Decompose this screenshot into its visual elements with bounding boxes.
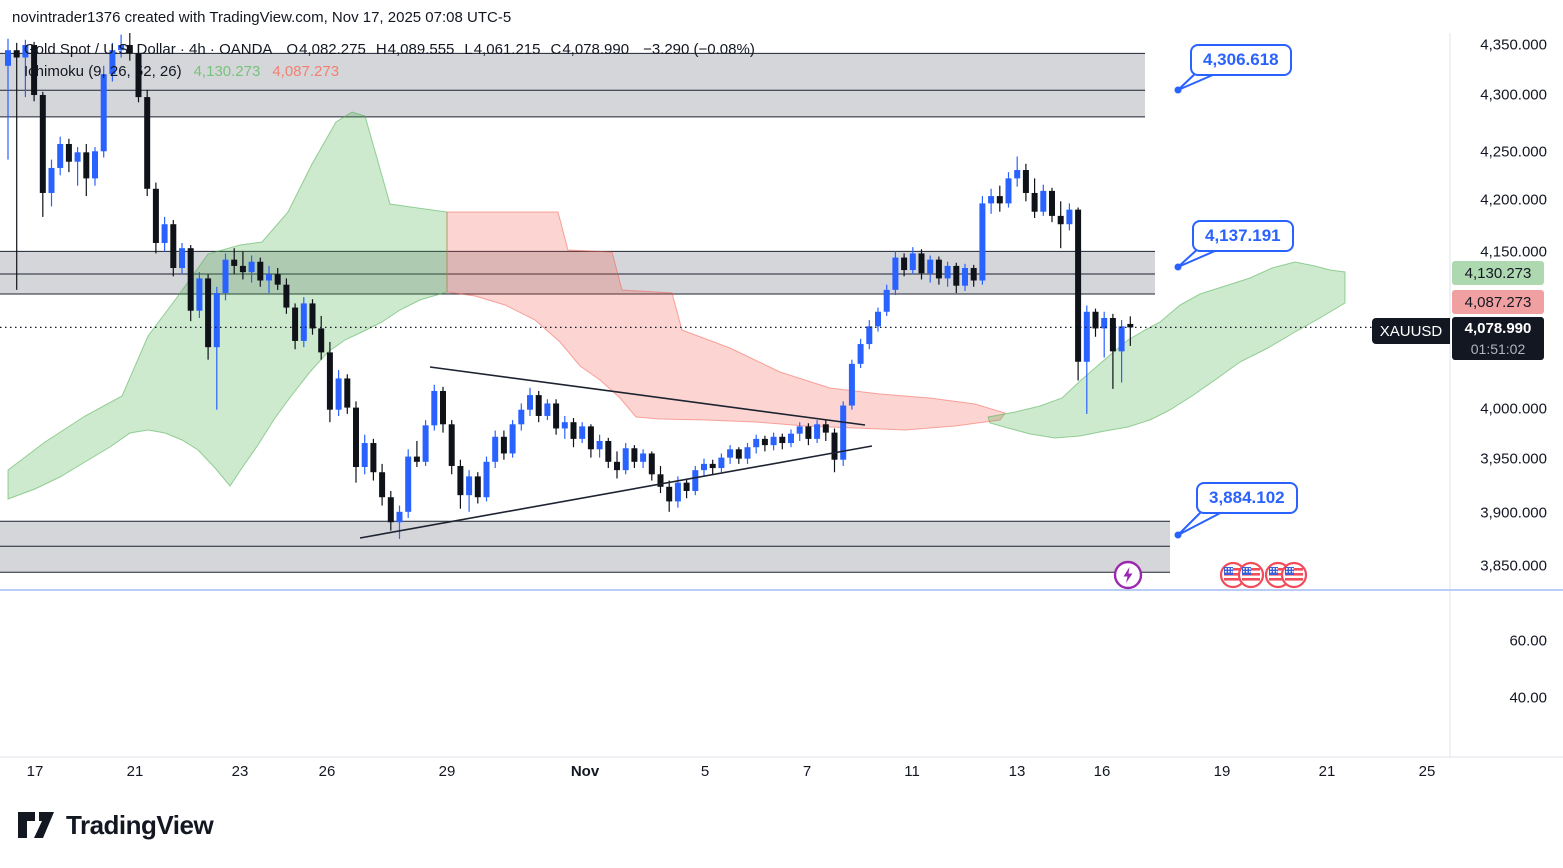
time-axis-label: 13: [1008, 763, 1026, 780]
time-axis-label: 23: [231, 763, 249, 780]
plot-area[interactable]: [0, 32, 1450, 573]
price-axis-label: 3,850.000: [1480, 557, 1547, 575]
price-axis-label: 4,150.000: [1480, 243, 1547, 261]
time-axis-label: 16: [1093, 763, 1111, 780]
price-axis-label: 3,900.000: [1480, 504, 1547, 522]
price-axis-label: 4,350.000: [1480, 36, 1547, 54]
time-axis-label: 29: [438, 763, 456, 780]
symbol-price-label[interactable]: XAUUSD: [1372, 318, 1450, 344]
change-value: −3.290 (−0.08%): [643, 41, 755, 58]
indicator-value-0: 4,130.273: [193, 63, 261, 80]
time-axis-label: 19: [1213, 763, 1231, 780]
last-price: 4,078.990: [1464, 319, 1532, 337]
time-axis-label: 7: [802, 763, 812, 780]
ichimoku-cloud-green2: [987, 261, 1346, 439]
indicator-name[interactable]: Ichimoku (9, 26, 52, 26): [24, 63, 182, 80]
ohlc-l: L 4,061.215: [464, 41, 541, 58]
ohlc-h: H 4,089.555: [375, 41, 455, 58]
time-axis-label: 17: [26, 763, 44, 780]
time-axis-label: 21: [1318, 763, 1336, 780]
bar-countdown: 01:51:02: [1470, 340, 1526, 357]
price-axis-label: 40.00: [1509, 689, 1547, 707]
time-axis-label: 26: [318, 763, 336, 780]
time-axis-label: 5: [700, 763, 710, 780]
ichimoku-cloud-red: [446, 211, 1006, 431]
indicator-values: 4,130.273 4,087.273: [194, 63, 339, 80]
price-callout[interactable]: 4,137.191: [1192, 220, 1294, 252]
senkou-b-price-tag: 4,087.273: [1452, 290, 1544, 314]
price-axis-label: 3,950.000: [1480, 450, 1547, 468]
last-price-tag[interactable]: 4,078.990 01:51:02: [1452, 317, 1544, 360]
price-axis-label: 60.00: [1509, 632, 1547, 650]
trendline: [429, 366, 866, 426]
symbol-title[interactable]: Gold Spot / U.S. Dollar · 4h · OANDA: [24, 41, 273, 58]
price-callout[interactable]: 4,306.618: [1190, 44, 1292, 76]
indicator-value-1: 4,087.273: [272, 63, 340, 80]
time-axis-label: 25: [1418, 763, 1436, 780]
candles: [5, 33, 1134, 539]
attribution-text: novintrader1376 created with TradingView…: [12, 9, 512, 26]
ichimoku-cloud-green1: [7, 111, 448, 500]
price-callout[interactable]: 3,884.102: [1196, 482, 1298, 514]
trendline: [359, 445, 873, 539]
price-axis-label: 4,250.000: [1480, 143, 1547, 161]
us-flag-event-icons[interactable]: [1264, 561, 1308, 594]
ohlc-o: O 4,082.275: [286, 41, 366, 58]
chart-header: Gold Spot / U.S. Dollar · 4h · OANDA O 4,…: [24, 41, 755, 58]
tradingview-logo-icon: [18, 811, 54, 838]
us-flag-event-icons[interactable]: [1219, 561, 1265, 594]
tradingview-logo[interactable]: TradingView: [18, 810, 214, 841]
ohlc-values: O 4,082.275 H 4,089.555 L 4,061.215 C 4,078.990: [286, 41, 629, 58]
senkou-a-price-tag: 4,130.273: [1452, 261, 1544, 285]
price-axis-label: 4,000.000: [1480, 400, 1547, 418]
price-axis-label: 4,200.000: [1480, 191, 1547, 209]
ohlc-c: C 4,078.990: [550, 41, 630, 58]
economic-event-lightning-icon[interactable]: [1113, 560, 1143, 595]
tradingview-logo-text: TradingView: [66, 810, 214, 840]
price-axis-label: 4,300.000: [1480, 86, 1547, 104]
time-axis-label: 11: [904, 763, 920, 780]
indicator-legend[interactable]: Ichimoku (9, 26, 52, 26) 4,130.273 4,087.…: [24, 63, 339, 80]
time-axis-label: 21: [126, 763, 144, 780]
time-axis-label: Nov: [570, 763, 600, 780]
